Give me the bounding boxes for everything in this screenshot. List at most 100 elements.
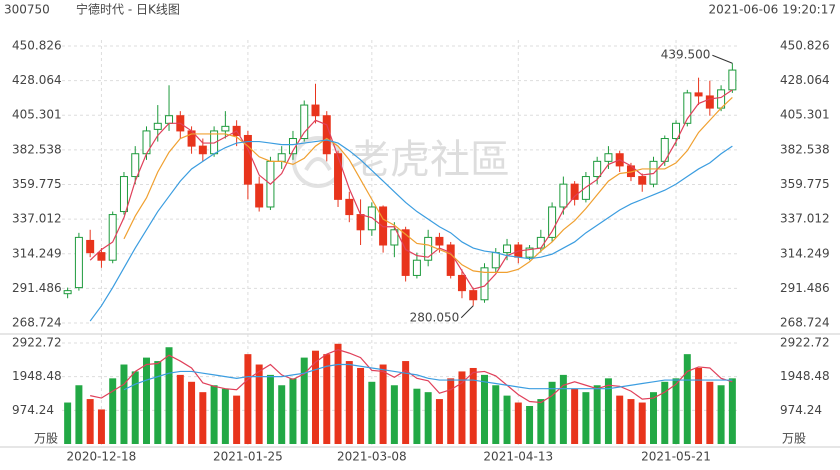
volume-bar: [695, 367, 703, 444]
volume-bar: [210, 385, 218, 444]
y-tick-label: 450.826: [780, 39, 830, 53]
x-tick-label: 2021-03-08: [337, 450, 407, 464]
candle-body: [694, 92, 703, 97]
candle-body: [322, 115, 331, 155]
volume-bar: [120, 364, 128, 444]
volume-bar: [435, 399, 443, 444]
candle-body: [435, 236, 444, 246]
volume-bar: [627, 399, 635, 444]
volume-bar: [672, 378, 680, 444]
candle-body: [457, 274, 466, 292]
annotation-leader: [712, 54, 733, 64]
volume-bar: [165, 347, 173, 444]
candle-body: [119, 176, 128, 213]
candle-body: [300, 104, 309, 140]
volume-bar: [402, 361, 410, 444]
volume-bar: [537, 399, 545, 444]
average-line: [123, 363, 733, 391]
candle-body: [491, 252, 500, 269]
volume-bar: [458, 371, 466, 444]
volume-bar: [650, 392, 657, 444]
volume-bar: [582, 392, 590, 444]
volume-bar: [64, 402, 72, 444]
candle-body: [334, 153, 343, 200]
volume-bar: [86, 399, 94, 444]
candle-body: [728, 69, 737, 91]
candle-body: [559, 183, 568, 208]
volume-tick-label: 2922.72: [12, 336, 62, 350]
volume-bar: [481, 374, 488, 444]
y-tick-label: 359.775: [12, 177, 62, 191]
volume-bar: [604, 378, 612, 444]
volume-bar: [244, 354, 252, 444]
candle-body: [593, 160, 602, 178]
candle-body: [503, 244, 512, 254]
candle-body: [424, 236, 433, 261]
volume-bar: [143, 357, 150, 444]
volume-bar: [706, 381, 714, 444]
volume-bar: [154, 361, 162, 444]
x-tick-label: 2021-04-13: [483, 450, 553, 464]
volume-bar: [379, 364, 387, 444]
average-line: [90, 349, 733, 404]
volume-bar: [413, 388, 421, 444]
volume-bar: [323, 354, 331, 444]
volume-bar: [559, 374, 567, 444]
y-tick-label: 450.826: [12, 39, 62, 53]
candle-body: [401, 229, 410, 276]
candle-body: [63, 290, 72, 295]
candle-body: [356, 214, 365, 231]
volume-bar: [390, 385, 398, 444]
volume-bar: [661, 381, 669, 444]
volume-bar: [255, 364, 263, 444]
annotation-leader: [460, 305, 474, 319]
volume-bar: [233, 395, 241, 444]
y-tick-label: 405.301: [12, 108, 62, 122]
average-line: [123, 97, 733, 273]
average-line: [89, 89, 733, 290]
candle-body: [74, 236, 83, 289]
candle-body: [525, 247, 534, 258]
volume-bar: [593, 385, 601, 444]
volume-bar: [188, 381, 196, 444]
x-tick-label: 2020-12-18: [67, 450, 137, 464]
volume-bar: [424, 392, 432, 444]
candle-body: [277, 153, 286, 162]
candle-body: [97, 252, 106, 261]
volume-tick-label: 2922.72: [780, 336, 830, 350]
average-line: [89, 139, 733, 322]
candle-body: [108, 214, 117, 261]
volume-bar: [638, 402, 646, 444]
candle-body: [243, 134, 252, 185]
y-tick-label: 291.486: [780, 281, 830, 295]
volume-bar: [266, 374, 274, 444]
volume-bar: [514, 402, 522, 444]
timestamp: 2021-06-06 19:20:17: [709, 3, 836, 17]
y-tick-label: 359.775: [780, 177, 830, 191]
chart-title: 宁德时代 - 日K线图: [76, 2, 180, 17]
candle-body: [221, 125, 230, 132]
volume-bar: [221, 388, 229, 444]
volume-bar: [717, 385, 725, 444]
candle-body: [604, 153, 613, 162]
annotation-label: 439.500: [661, 48, 711, 62]
candle-body: [311, 104, 320, 117]
y-tick-label: 291.486: [12, 281, 62, 295]
y-tick-label: 382.538: [12, 142, 62, 156]
candle-body: [683, 92, 692, 124]
volume-bar: [131, 371, 139, 444]
candle-body: [255, 183, 264, 208]
candle-body: [536, 236, 545, 249]
candle-body: [165, 115, 174, 124]
candle-body: [412, 259, 421, 276]
y-tick-label: 428.064: [12, 73, 62, 87]
volume-bar: [616, 395, 624, 444]
volume-bar: [345, 361, 353, 444]
volume-bar: [469, 367, 477, 444]
y-tick-label: 337.012: [780, 212, 830, 226]
x-tick-label: 2021-05-21: [641, 450, 711, 464]
volume-bar: [109, 378, 117, 444]
candle-body: [153, 122, 162, 130]
watermark: 老虎社區: [350, 137, 510, 183]
